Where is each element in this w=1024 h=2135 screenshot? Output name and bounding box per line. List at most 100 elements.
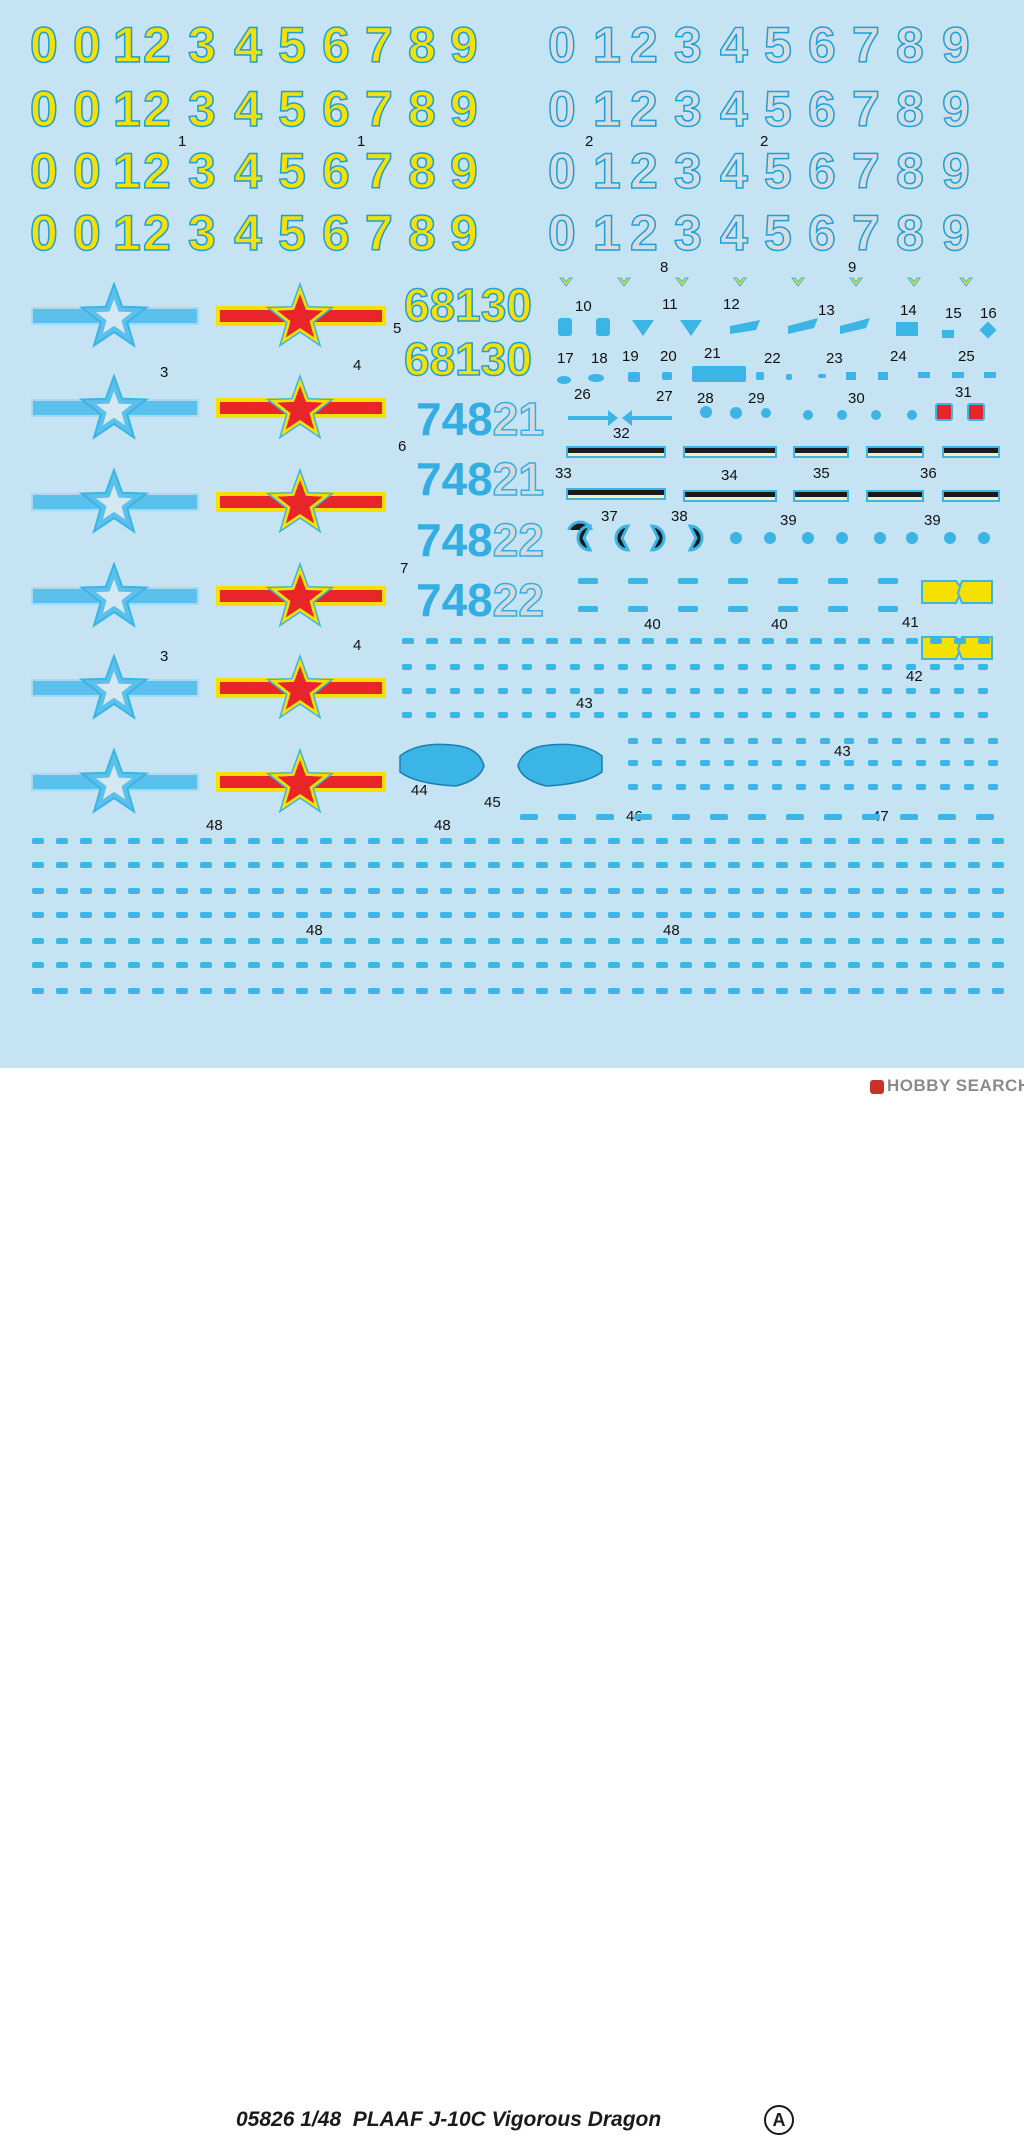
stencil-decal-48	[968, 888, 980, 894]
stencil-decal-48	[56, 912, 68, 918]
stencil-decal-48	[992, 912, 1004, 918]
stencil-decal-48	[56, 888, 68, 894]
stencil-decal-48	[296, 912, 308, 918]
stencil-decal-48	[512, 938, 524, 944]
stencil-decal-48	[656, 862, 668, 868]
stencil-decal-48	[632, 888, 644, 894]
stencil-decal-43	[964, 760, 974, 766]
decal-number-48: 48	[306, 922, 323, 939]
stencil-decal-48	[584, 838, 596, 844]
tail-number-digits: 21	[492, 393, 545, 445]
stencil-decal-43	[772, 784, 782, 790]
yellow-digit: 9	[449, 17, 478, 73]
stencil-decal-48	[200, 862, 212, 868]
stencil-decal-43	[906, 664, 916, 670]
stencil-decal-48	[488, 912, 500, 918]
decal-number-5: 5	[393, 320, 402, 337]
yellow-digit: 7	[364, 205, 393, 261]
decal-number-32: 32	[613, 425, 630, 442]
gray-digit: 0	[547, 143, 576, 199]
stencil-decal-48	[824, 888, 836, 894]
stencil-decal-48	[920, 988, 932, 994]
stencil-decal-43	[546, 638, 558, 644]
stencil-decal-48	[752, 962, 764, 968]
stencil-decal-48	[248, 838, 260, 844]
yellow-digit: 1	[112, 205, 141, 261]
stencil-decal-48	[512, 888, 524, 894]
stencil-decal-48	[728, 862, 740, 868]
stencil-decal-48	[416, 938, 428, 944]
stencil-decal-48	[56, 838, 68, 844]
stencil-decal-40	[728, 606, 748, 612]
stencil-decal-43	[930, 712, 940, 718]
stencil-decal-43	[618, 664, 628, 670]
stencil-decal-40	[878, 606, 898, 612]
stencil-decal-48	[392, 838, 404, 844]
stencil-decal-48	[176, 962, 188, 968]
stencil-decal-48	[944, 862, 956, 868]
stencil-decal-48	[944, 938, 956, 944]
stencil-decal-48	[296, 938, 308, 944]
stencil-decal-48	[416, 988, 428, 994]
decal-number-33: 33	[555, 465, 572, 482]
watermark: HOBBY SEARCH	[870, 1076, 1024, 1096]
stencil-decal-48	[272, 888, 284, 894]
product-number: 05826	[236, 2108, 295, 2131]
stencil-decal-43	[940, 738, 950, 744]
stencil-decal-43	[474, 712, 484, 718]
decal-number-37: 37	[601, 508, 618, 525]
stencil-decal-43	[738, 664, 748, 670]
gray-digit: 8	[895, 81, 924, 137]
stencil-decal-43	[474, 688, 484, 694]
hobbysearch-logo-icon	[870, 1079, 884, 1094]
stencil-decal-43	[690, 638, 702, 644]
stencil-decal-48	[656, 938, 668, 944]
stencil-decal-48	[368, 912, 380, 918]
decal-number-34: 34	[721, 467, 738, 484]
stencil-decal-43	[594, 664, 604, 670]
stencil-decal-48	[368, 838, 380, 844]
red-star-insignia	[216, 562, 386, 628]
stencil-decal-48	[608, 888, 620, 894]
stencil-decal-48	[920, 862, 932, 868]
yellow-digit: 7	[364, 17, 393, 73]
stencil-decal-48	[632, 912, 644, 918]
stencil-decal-48	[704, 988, 716, 994]
stencil-decal-48	[992, 938, 1004, 944]
stencil-decal-48	[872, 838, 884, 844]
yellow-digit: 8	[407, 143, 436, 199]
stencil-decal-43	[402, 688, 412, 694]
stencil-decal-43	[402, 664, 412, 670]
gray-digit: 4	[719, 81, 748, 137]
stencil-decal-48	[296, 838, 308, 844]
stencil-decal-48	[224, 838, 236, 844]
decal-number-40: 40	[644, 616, 661, 633]
stencil-decal-48	[896, 888, 908, 894]
stencil-decal-48	[272, 962, 284, 968]
gray-digit: 9	[941, 143, 970, 199]
stencil-decal-48	[224, 862, 236, 868]
stencil-decal-43	[738, 688, 748, 694]
stencil-decal-48	[608, 938, 620, 944]
stencil-decal-43	[954, 638, 966, 644]
stencil-decal-48	[392, 988, 404, 994]
stencil-decal-43	[700, 760, 710, 766]
stencil-decal-48	[152, 938, 164, 944]
stencil-decal-48	[632, 988, 644, 994]
stencil-decal-43	[916, 738, 926, 744]
stencil-decal-40	[628, 606, 648, 612]
stencil-decal-43	[916, 760, 926, 766]
stencil-decal-43	[666, 664, 676, 670]
stencil-decal-48	[992, 962, 1004, 968]
stencil-decal-43	[796, 784, 806, 790]
stencil-decal-48	[800, 862, 812, 868]
stencil-decal-40	[728, 578, 748, 584]
stencil-decal-43	[954, 688, 964, 694]
stencil-decal-48	[32, 962, 44, 968]
yellow-digit: 6	[321, 205, 350, 261]
stencil-decal-48	[104, 862, 116, 868]
stencil-decal-48	[776, 888, 788, 894]
stencil-decal-48	[296, 888, 308, 894]
stencil-decal-48	[272, 938, 284, 944]
stencil-decal-48	[464, 888, 476, 894]
